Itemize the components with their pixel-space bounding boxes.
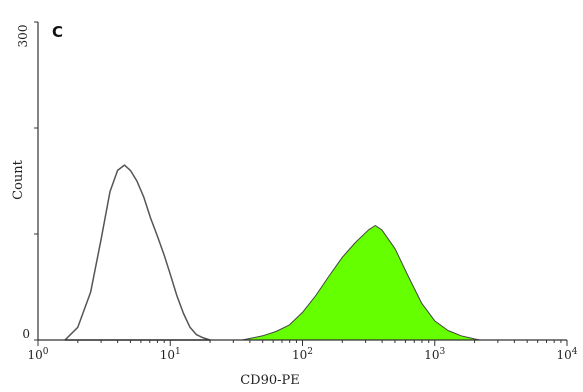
y-tick-label: 300 [16, 25, 30, 48]
x-tick-label: 104 [556, 347, 577, 362]
panel-label: C [52, 23, 63, 41]
x-tick-label: 101 [160, 347, 181, 362]
x-tick-label: 100 [27, 347, 48, 362]
control-histogram-outline [64, 164, 211, 341]
x-tick-group: 100 101 102 103 104 [27, 340, 578, 362]
cd90-histogram-area [241, 225, 481, 341]
y-axis-title: Count [11, 159, 26, 200]
y-tick-group: 0 300 [16, 21, 38, 341]
x-tick-label: 102 [292, 347, 313, 362]
y-tick-label: 0 [22, 327, 30, 341]
x-axis-title: CD90-PE [240, 373, 300, 388]
plot-layer [64, 164, 481, 341]
x-tick-label: 103 [424, 347, 445, 362]
